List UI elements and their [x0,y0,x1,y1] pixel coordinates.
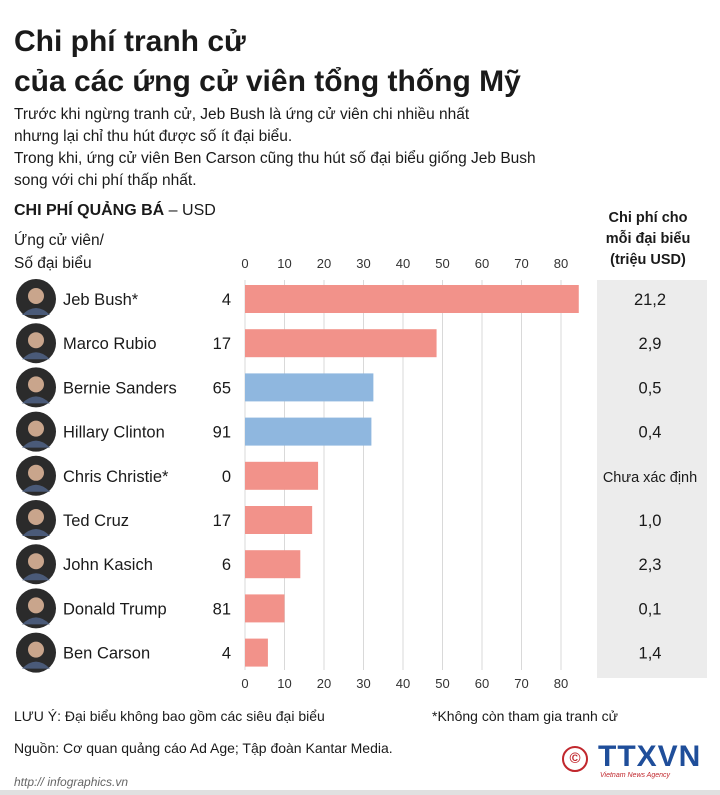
cost-per-delegate: 21,2 [634,291,666,309]
desc-line-1: Trước khi ngừng tranh cử, Jeb Bush là ứn… [14,106,470,123]
x-tick-label-bottom: 80 [554,676,568,691]
delegate-count: 91 [213,424,231,442]
footnote-delegates: LƯU Ý: Đại biểu không bao gồm các siêu đ… [14,708,325,724]
bar [245,594,285,623]
candidate-column-header: Ứng cử viên/ Số đại biểu [14,229,104,275]
candidate-name: Marco Rubio [63,335,157,353]
bar [245,329,437,358]
cost-column-header: Chi phí cho mỗi đại biểu (triệu USD) [590,208,706,271]
delegate-count: 81 [213,600,231,618]
cost-header-line-3: (triệu USD) [610,252,686,268]
delegate-count: 17 [213,335,231,353]
x-tick-label-top: 40 [396,256,410,271]
delegate-count: 4 [222,291,231,309]
candidate-name: Bernie Sanders [63,379,177,397]
candidate-name: Ted Cruz [63,512,129,530]
cost-per-delegate: 1,0 [639,512,662,530]
ttxvn-logo: © TTXVN Vietnam News Agency [560,740,710,780]
candidate-name: John Kasich [63,556,153,574]
logo-text: TTXVN [598,740,702,773]
page-title: Chi phí tranh cử của các ứng cử viên tổn… [14,22,521,102]
candidate-avatar-icon [16,323,56,364]
x-tick-label-bottom: 0 [241,676,248,691]
cost-per-delegate: 0,4 [639,424,662,442]
cost-per-delegate: 1,4 [639,645,662,663]
candidate-header-line-1: Ứng cử viên/ [14,232,104,249]
title-line-2: của các ứng cử viên tổng thống Mỹ [14,65,521,98]
bar [245,506,313,534]
x-tick-label-top: 60 [475,256,489,271]
x-tick-label-bottom: 70 [514,676,528,691]
title-line-1: Chi phí tranh cử [14,25,246,58]
x-tick-label-bottom: 50 [435,676,449,691]
description: Trước khi ngừng tranh cử, Jeb Bush là ứn… [14,104,614,192]
cost-per-delegate: 2,9 [639,335,662,353]
delegate-count: 4 [222,645,231,663]
section-title: CHI PHÍ QUẢNG BÁ – USD [14,202,216,220]
cost-per-delegate: 0,5 [639,379,662,397]
candidate-avatar-icon [16,279,56,319]
delegate-count: 6 [222,556,231,574]
section-title-unit: – USD [164,202,216,219]
cost-per-delegate: 2,3 [639,556,662,574]
candidate-avatar-icon [16,367,56,408]
candidate-avatar-icon [16,588,56,629]
x-tick-label-bottom: 60 [475,676,489,691]
delegate-count: 17 [213,512,231,530]
source-note: Nguồn: Cơ quan quảng cáo Ad Age; Tập đoà… [14,740,393,756]
x-tick-label-bottom: 20 [317,676,331,691]
bar [245,373,374,402]
candidate-name: Hillary Clinton [63,424,165,442]
bar [245,461,319,490]
candidate-header-line-2: Số đại biểu [14,255,92,272]
desc-line-4: song với chi phí thấp nhất. [14,172,197,189]
x-tick-label-top: 0 [241,256,248,271]
site-url[interactable]: http:// infographics.vn [14,775,129,789]
x-tick-label-top: 10 [277,256,291,271]
desc-line-2: nhưng lại chỉ thu hút được số ít đại biể… [14,128,293,145]
candidate-name: Ben Carson [63,645,150,663]
x-tick-label-bottom: 30 [356,676,370,691]
x-tick-label-top: 30 [356,256,370,271]
x-tick-label-top: 50 [435,256,449,271]
x-tick-label-bottom: 40 [396,676,410,691]
bottom-rule [0,790,720,795]
cost-per-delegate: 0,1 [639,600,662,618]
candidate-avatar-icon [16,632,56,673]
desc-line-3: Trong khi, ứng cử viên Ben Carson cũng t… [14,150,536,167]
bar [245,285,579,313]
candidate-name: Jeb Bush* [63,291,139,309]
x-tick-label-top: 20 [317,256,331,271]
bar [245,638,268,667]
cost-column-background [597,280,707,678]
section-title-bold: CHI PHÍ QUẢNG BÁ [14,202,165,219]
copyright-icon: © [562,746,588,772]
candidate-avatar-icon [16,500,56,540]
x-tick-label-top: 70 [514,256,528,271]
candidate-avatar-icon [16,455,56,496]
bar [245,550,301,579]
cost-header-line-2: mỗi đại biểu [605,231,691,247]
x-tick-label-bottom: 10 [277,676,291,691]
candidate-name: Donald Trump [63,600,167,618]
candidate-name: Chris Christie* [63,468,169,486]
delegate-count: 65 [213,379,231,397]
candidate-avatar-icon [16,411,56,452]
footnote-withdrawn: *Không còn tham gia tranh cử [432,708,619,724]
cost-per-delegate: Chưa xác định [603,470,697,486]
logo-subtitle: Vietnam News Agency [600,772,671,779]
x-tick-label-top: 80 [554,256,568,271]
delegate-count: 0 [222,468,231,486]
bar [245,417,372,446]
cost-header-line-1: Chi phí cho [608,210,688,226]
candidate-avatar-icon [16,544,56,585]
